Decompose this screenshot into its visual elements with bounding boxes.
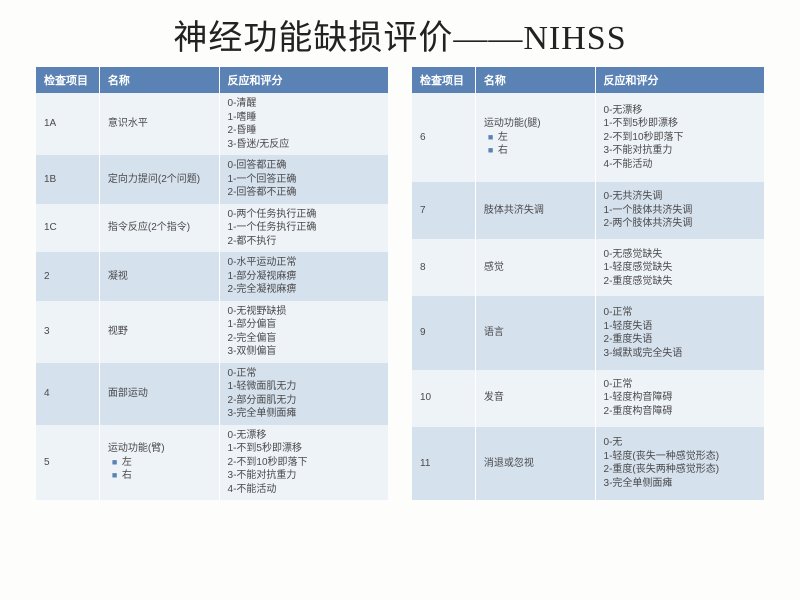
col-header-score: 反应和评分 — [595, 67, 764, 93]
col-header-name: 名称 — [475, 67, 595, 93]
cell-name: 面部运动 — [99, 363, 219, 425]
cell-score: 0-清醒1-嗜睡2-昏睡3-昏迷/无反应 — [219, 93, 388, 155]
cell-score: 0-无漂移1-不到5秒即漂移2-不到10秒即落下3-不能对抗重力4-不能活动 — [219, 425, 388, 501]
cell-name: 视野 — [99, 301, 219, 363]
cell-name: 定向力提问(2个问题) — [99, 155, 219, 204]
col-header-name: 名称 — [99, 67, 219, 93]
table-header-row: 检查项目 名称 反应和评分 — [412, 67, 764, 93]
cell-name: 运动功能(臂)■左■右 — [99, 425, 219, 501]
cell-item: 4 — [36, 363, 99, 425]
table-row: 3视野0-无视野缺损1-部分偏盲2-完全偏盲3-双侧偏盲 — [36, 301, 388, 363]
cell-score: 0-正常1-轻度构音障碍2-重度构音障碍 — [595, 370, 764, 427]
nihss-table-right: 检查项目 名称 反应和评分 6运动功能(腿)■左■右0-无漂移1-不到5秒即漂移… — [412, 67, 764, 500]
cell-score: 0-无感觉缺失1-轻度感觉缺失2-重度感觉缺失 — [595, 239, 764, 296]
cell-name: 意识水平 — [99, 93, 219, 155]
cell-item: 2 — [36, 252, 99, 301]
table-row: 2凝视0-水平运动正常1-部分凝视麻痹2-完全凝视麻痹 — [36, 252, 388, 301]
cell-item: 10 — [412, 370, 475, 427]
table-row: 1A意识水平0-清醒1-嗜睡2-昏睡3-昏迷/无反应 — [36, 93, 388, 155]
cell-item: 1C — [36, 204, 99, 253]
cell-name: 发音 — [475, 370, 595, 427]
table-row: 9语言0-正常1-轻度失语2-重度失语3-缄默或完全失语 — [412, 296, 764, 369]
square-bullet-icon: ■ — [112, 456, 122, 468]
col-header-item: 检查项目 — [412, 67, 475, 93]
cell-name: 肢体共济失调 — [475, 182, 595, 239]
cell-item: 8 — [412, 239, 475, 296]
square-bullet-icon: ■ — [488, 131, 498, 143]
table-row: 6运动功能(腿)■左■右0-无漂移1-不到5秒即漂移2-不到10秒即落下3-不能… — [412, 93, 764, 182]
table-row: 8感觉0-无感觉缺失1-轻度感觉缺失2-重度感觉缺失 — [412, 239, 764, 296]
cell-score: 0-回答都正确1-一个回答正确2-回答都不正确 — [219, 155, 388, 204]
cell-name: 语言 — [475, 296, 595, 369]
cell-score: 0-无漂移1-不到5秒即漂移2-不到10秒即落下3-不能对抗重力4-不能活动 — [595, 93, 764, 182]
cell-score: 0-两个任务执行正确1-一个任务执行正确2-都不执行 — [219, 204, 388, 253]
cell-score: 0-无视野缺损1-部分偏盲2-完全偏盲3-双侧偏盲 — [219, 301, 388, 363]
cell-item: 1A — [36, 93, 99, 155]
cell-name: 消退或忽视 — [475, 427, 595, 500]
table-row: 11消退或忽视0-无1-轻度(丧失一种感觉形态)2-重度(丧失两种感觉形态)3-… — [412, 427, 764, 500]
cell-name: 指令反应(2个指令) — [99, 204, 219, 253]
table-row: 5运动功能(臂)■左■右0-无漂移1-不到5秒即漂移2-不到10秒即落下3-不能… — [36, 425, 388, 501]
cell-score: 0-水平运动正常1-部分凝视麻痹2-完全凝视麻痹 — [219, 252, 388, 301]
cell-score: 0-无1-轻度(丧失一种感觉形态)2-重度(丧失两种感觉形态)3-完全单侧面瘫 — [595, 427, 764, 500]
square-bullet-icon: ■ — [112, 469, 122, 481]
table-row: 10发音0-正常1-轻度构音障碍2-重度构音障碍 — [412, 370, 764, 427]
cell-item: 3 — [36, 301, 99, 363]
page-title: 神经功能缺损评价——NIHSS — [0, 0, 800, 67]
table-row: 4面部运动0-正常1-轻微面肌无力2-部分面肌无力3-完全单侧面瘫 — [36, 363, 388, 425]
table-row: 1B定向力提问(2个问题)0-回答都正确1-一个回答正确2-回答都不正确 — [36, 155, 388, 204]
cell-item: 1B — [36, 155, 99, 204]
cell-item: 7 — [412, 182, 475, 239]
cell-name: 运动功能(腿)■左■右 — [475, 93, 595, 182]
cell-score: 0-无共济失调1-一个肢体共济失调2-两个肢体共济失调 — [595, 182, 764, 239]
nihss-table-left: 检查项目 名称 反应和评分 1A意识水平0-清醒1-嗜睡2-昏睡3-昏迷/无反应… — [36, 67, 388, 500]
col-header-score: 反应和评分 — [219, 67, 388, 93]
tables-container: 检查项目 名称 反应和评分 1A意识水平0-清醒1-嗜睡2-昏睡3-昏迷/无反应… — [0, 67, 800, 500]
cell-score: 0-正常1-轻微面肌无力2-部分面肌无力3-完全单侧面瘫 — [219, 363, 388, 425]
cell-item: 11 — [412, 427, 475, 500]
cell-item: 9 — [412, 296, 475, 369]
cell-name: 凝视 — [99, 252, 219, 301]
table-row: 7肢体共济失调0-无共济失调1-一个肢体共济失调2-两个肢体共济失调 — [412, 182, 764, 239]
table-header-row: 检查项目 名称 反应和评分 — [36, 67, 388, 93]
cell-item: 5 — [36, 425, 99, 501]
square-bullet-icon: ■ — [488, 144, 498, 156]
cell-item: 6 — [412, 93, 475, 182]
cell-name: 感觉 — [475, 239, 595, 296]
cell-score: 0-正常1-轻度失语2-重度失语3-缄默或完全失语 — [595, 296, 764, 369]
col-header-item: 检查项目 — [36, 67, 99, 93]
table-row: 1C指令反应(2个指令)0-两个任务执行正确1-一个任务执行正确2-都不执行 — [36, 204, 388, 253]
